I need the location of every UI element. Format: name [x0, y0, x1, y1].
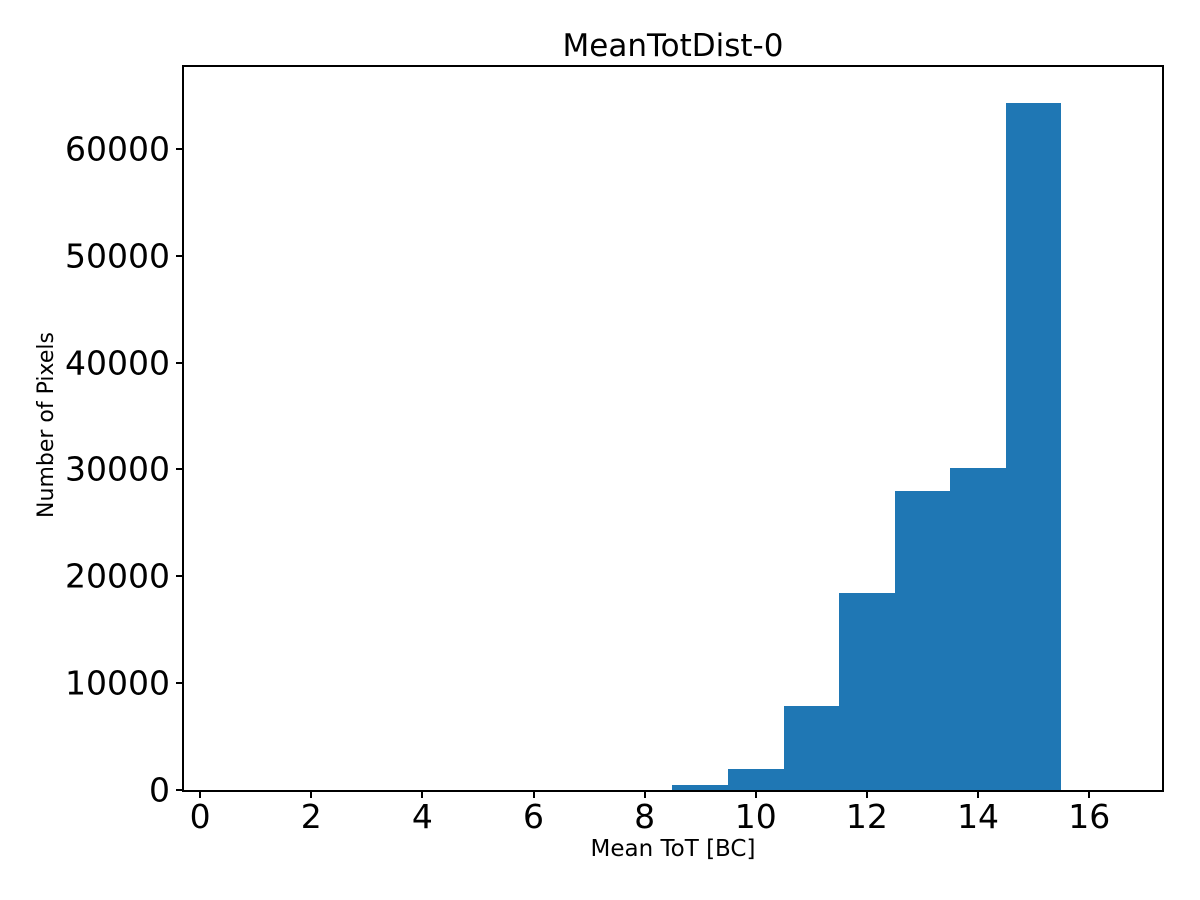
y-axis-label: Number of Pixels: [34, 332, 59, 518]
x-tick-label: 4: [411, 797, 433, 836]
y-tick-label: 10000: [65, 663, 170, 703]
x-axis-tick: [1088, 790, 1091, 798]
x-axis-tick: [643, 790, 646, 798]
histogram-bar: [728, 768, 784, 790]
histogram-bar: [783, 705, 840, 790]
plot-area: 0 2 4 6 8 10 12 14 16 0 10000 20000 30000 40000 50000 6…: [65, 65, 1164, 833]
y-axis-tick: [176, 468, 184, 471]
x-tick-label: 12: [845, 797, 888, 836]
histogram-bar: [672, 785, 728, 790]
y-tick-label: 20000: [65, 556, 170, 596]
histogram-bar: [1005, 102, 1062, 790]
histogram-bar: [839, 593, 895, 790]
y-axis-tick: [176, 575, 184, 578]
histogram-bar: [894, 490, 951, 790]
x-tick-label: 0: [189, 797, 211, 836]
x-tick-label: 8: [634, 797, 656, 836]
y-tick-label: 0: [149, 770, 170, 810]
x-tick-label: 10: [734, 797, 777, 836]
x-axis-tick: [310, 790, 313, 798]
x-tick-label: 14: [957, 797, 1000, 836]
y-tick-label: 60000: [65, 129, 170, 169]
histogram-bar: [950, 468, 1006, 790]
y-axis-tick: [176, 682, 184, 685]
chart-title: MeanTotDist-0: [562, 28, 784, 64]
x-tick-label: 16: [1068, 797, 1111, 836]
y-tick-label: 50000: [65, 236, 170, 276]
x-tick-label: 6: [523, 797, 545, 836]
x-axis-label: Mean ToT [BC]: [590, 836, 756, 862]
y-axis-tick: [176, 147, 184, 150]
x-axis-tick: [421, 790, 424, 798]
x-axis-tick: [754, 790, 757, 798]
y-axis-tick: [176, 361, 184, 364]
y-tick-label: 30000: [65, 449, 170, 489]
x-axis-tick: [977, 790, 980, 798]
x-axis-tick: [199, 790, 202, 798]
y-axis-tick: [176, 254, 184, 257]
y-tick-label: 40000: [65, 343, 170, 382]
y-axis-tick: [176, 789, 184, 791]
x-axis-tick: [532, 790, 535, 798]
x-axis-tick: [865, 790, 868, 798]
x-tick-label: 2: [300, 797, 322, 836]
